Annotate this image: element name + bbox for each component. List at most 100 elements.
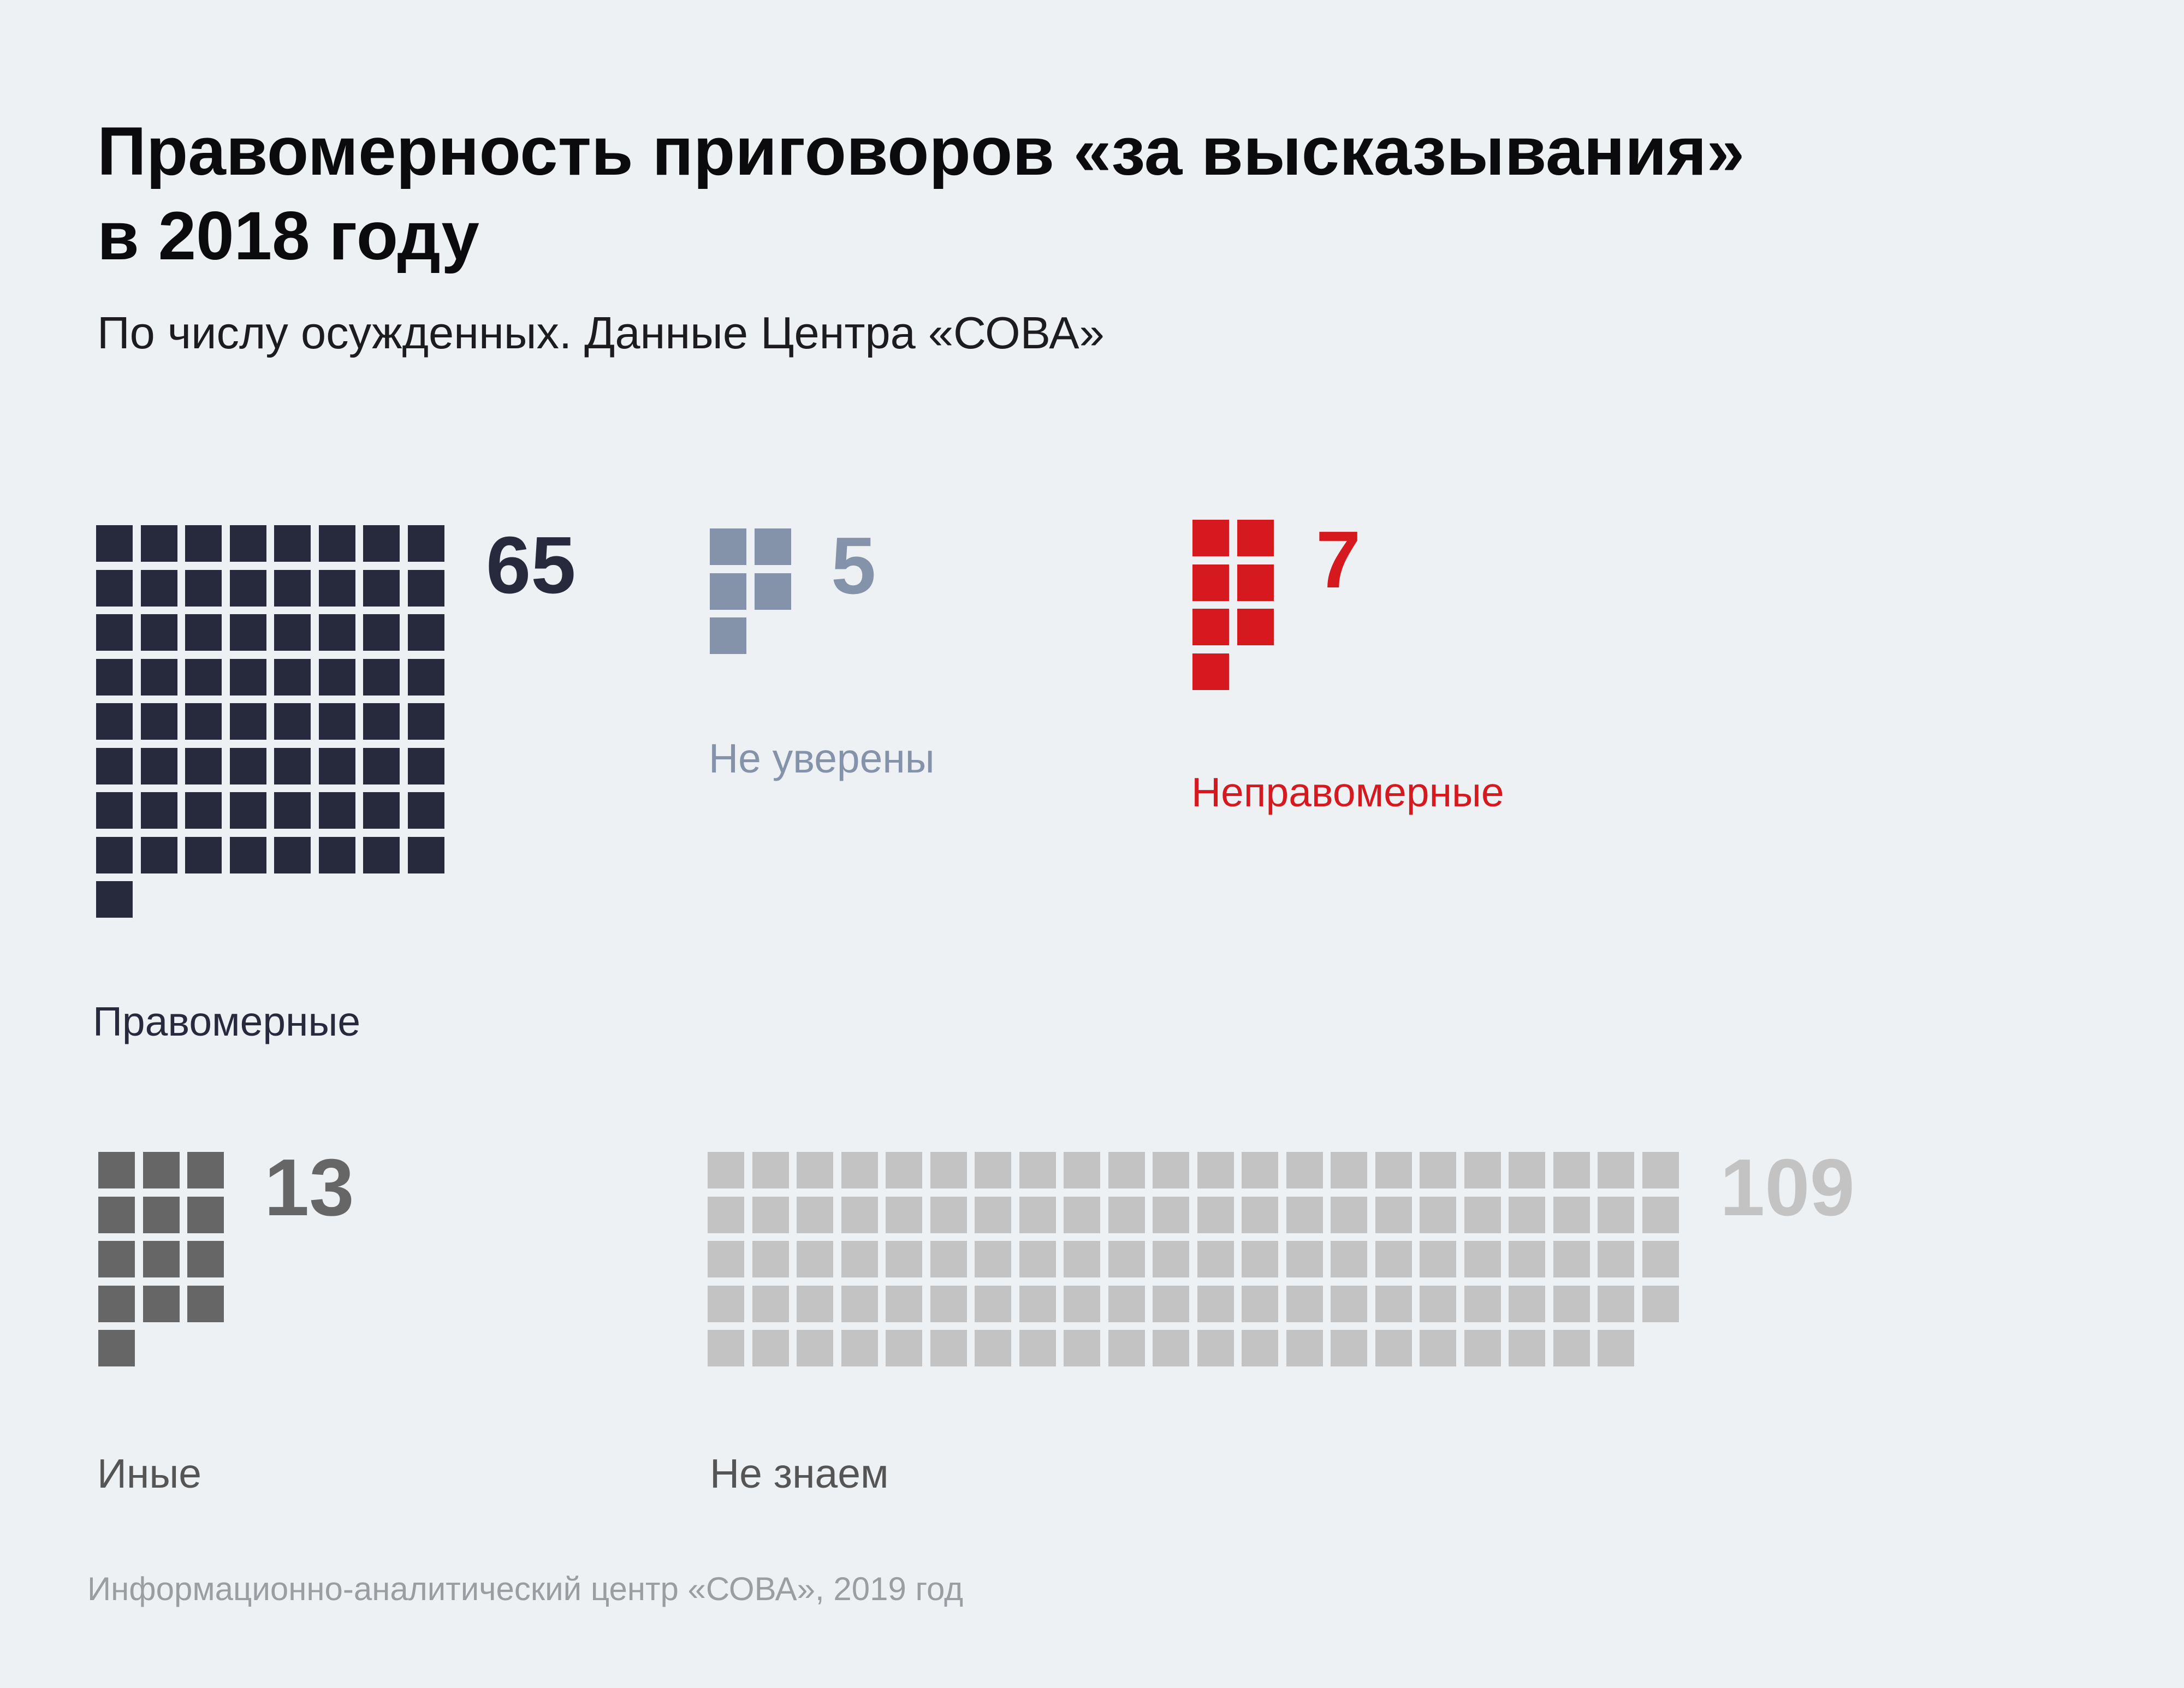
waffle-square-unknown bbox=[1331, 1241, 1367, 1277]
waffle-square-unknown bbox=[1420, 1330, 1456, 1366]
waffle-square-unknown bbox=[930, 1286, 967, 1322]
waffle-square-unknown bbox=[1553, 1330, 1590, 1366]
waffle-square-lawful bbox=[230, 614, 266, 651]
waffle-square-lawful bbox=[408, 703, 444, 740]
waffle-square-lawful bbox=[96, 659, 133, 696]
waffle-square-lawful bbox=[230, 703, 266, 740]
waffle-square-unknown bbox=[1108, 1330, 1145, 1366]
waffle-square-unknown bbox=[1286, 1330, 1323, 1366]
waffle-square-lawful bbox=[141, 748, 177, 784]
waffle-square-unknown bbox=[1464, 1286, 1501, 1322]
waffle-square-lawful bbox=[319, 659, 355, 696]
waffle-square-unknown bbox=[1197, 1286, 1234, 1322]
waffle-square-unknown bbox=[1286, 1286, 1323, 1322]
waffle-square-lawful bbox=[408, 614, 444, 651]
waffle-square-other bbox=[143, 1197, 180, 1233]
waffle-square-lawful bbox=[96, 748, 133, 784]
waffle-square-unlawful bbox=[1237, 609, 1274, 645]
waffle-square-unknown bbox=[1553, 1286, 1590, 1322]
waffle-square-unknown bbox=[1286, 1152, 1323, 1188]
waffle-square-unknown bbox=[1598, 1286, 1634, 1322]
waffle-square-lawful bbox=[96, 525, 133, 562]
waffle-square-unknown bbox=[1153, 1197, 1189, 1233]
waffle-square-lawful bbox=[408, 570, 444, 607]
waffle-square-unlawful bbox=[1237, 520, 1274, 556]
waffle-square-unknown bbox=[1331, 1197, 1367, 1233]
waffle-square-lawful bbox=[274, 748, 311, 784]
waffle-square-other bbox=[187, 1197, 224, 1233]
waffle-square-unknown bbox=[975, 1197, 1011, 1233]
waffle-square-other bbox=[98, 1152, 135, 1188]
waffle-square-unknown bbox=[841, 1197, 878, 1233]
waffle-square-lawful bbox=[274, 792, 311, 829]
waffle-square-unlawful bbox=[1192, 653, 1229, 690]
waffle-square-lawful bbox=[185, 703, 222, 740]
waffle-square-unknown bbox=[1019, 1241, 1056, 1277]
waffle-square-other bbox=[187, 1241, 224, 1277]
waffle-square-lawful bbox=[363, 792, 400, 829]
waffle-square-unknown bbox=[1598, 1330, 1634, 1366]
waffle-square-lawful bbox=[141, 570, 177, 607]
label-unsure: Не уверены bbox=[709, 735, 935, 781]
waffle-square-lawful bbox=[141, 614, 177, 651]
waffle-square-unknown bbox=[1509, 1241, 1545, 1277]
waffle-square-unknown bbox=[1642, 1197, 1679, 1233]
waffle-square-unknown bbox=[708, 1197, 744, 1233]
waffle-square-unknown bbox=[797, 1286, 833, 1322]
waffle-square-unknown bbox=[1197, 1241, 1234, 1277]
count-lawful: 65 bbox=[486, 520, 576, 610]
waffle-square-lawful bbox=[408, 525, 444, 562]
waffle-square-lawful bbox=[141, 837, 177, 873]
waffle-square-unknown bbox=[752, 1241, 789, 1277]
waffle-square-unknown bbox=[1197, 1152, 1234, 1188]
waffle-square-unknown bbox=[1598, 1197, 1634, 1233]
waffle-square-lawful bbox=[363, 748, 400, 784]
waffle-square-lawful bbox=[230, 792, 266, 829]
waffle-square-unknown bbox=[1286, 1241, 1323, 1277]
waffle-square-other bbox=[187, 1152, 224, 1188]
waffle-square-unknown bbox=[1019, 1152, 1056, 1188]
waffle-square-unknown bbox=[1064, 1241, 1100, 1277]
waffle-square-unlawful bbox=[1192, 520, 1229, 556]
waffle-square-unknown bbox=[886, 1197, 922, 1233]
waffle-square-unknown bbox=[1108, 1241, 1145, 1277]
waffle-square-unknown bbox=[1420, 1241, 1456, 1277]
waffle-square-lawful bbox=[319, 614, 355, 651]
waffle-square-unknown bbox=[1286, 1197, 1323, 1233]
waffle-square-unknown bbox=[930, 1197, 967, 1233]
waffle-square-unknown bbox=[1420, 1286, 1456, 1322]
waffle-square-lawful bbox=[185, 659, 222, 696]
waffle-square-unknown bbox=[886, 1330, 922, 1366]
waffle-square-unknown bbox=[1642, 1152, 1679, 1188]
waffle-square-unknown bbox=[1375, 1286, 1412, 1322]
waffle-square-unknown bbox=[1153, 1330, 1189, 1366]
waffle-square-unknown bbox=[930, 1330, 967, 1366]
waffle-square-unknown bbox=[752, 1286, 789, 1322]
waffle-square-lawful bbox=[274, 525, 311, 562]
waffle-square-lawful bbox=[319, 748, 355, 784]
waffle-square-lawful bbox=[363, 614, 400, 651]
waffle-square-lawful bbox=[96, 703, 133, 740]
waffle-square-unknown bbox=[841, 1330, 878, 1366]
count-unsure: 5 bbox=[831, 521, 876, 611]
waffle-square-other bbox=[187, 1286, 224, 1322]
waffle-square-lawful bbox=[141, 703, 177, 740]
waffle-square-lawful bbox=[96, 881, 133, 918]
waffle-square-lawful bbox=[230, 748, 266, 784]
waffle-square-unlawful bbox=[1192, 609, 1229, 645]
waffle-square-unknown bbox=[1331, 1330, 1367, 1366]
count-unknown: 109 bbox=[1720, 1143, 1855, 1233]
waffle-square-unknown bbox=[1197, 1197, 1234, 1233]
waffle-square-unknown bbox=[797, 1241, 833, 1277]
waffle-square-unknown bbox=[1464, 1330, 1501, 1366]
title-line-2: в 2018 году bbox=[97, 198, 479, 274]
waffle-square-unknown bbox=[975, 1241, 1011, 1277]
label-unlawful: Неправомерные bbox=[1191, 769, 1504, 815]
waffle-square-lawful bbox=[141, 659, 177, 696]
waffle-square-unknown bbox=[930, 1152, 967, 1188]
waffle-square-other bbox=[98, 1241, 135, 1277]
waffle-square-unknown bbox=[1064, 1330, 1100, 1366]
waffle-square-lawful bbox=[319, 703, 355, 740]
chart-subtitle: По числу осужденных. Данные Центра «СОВА… bbox=[97, 307, 1105, 358]
waffle-square-other bbox=[98, 1330, 135, 1366]
